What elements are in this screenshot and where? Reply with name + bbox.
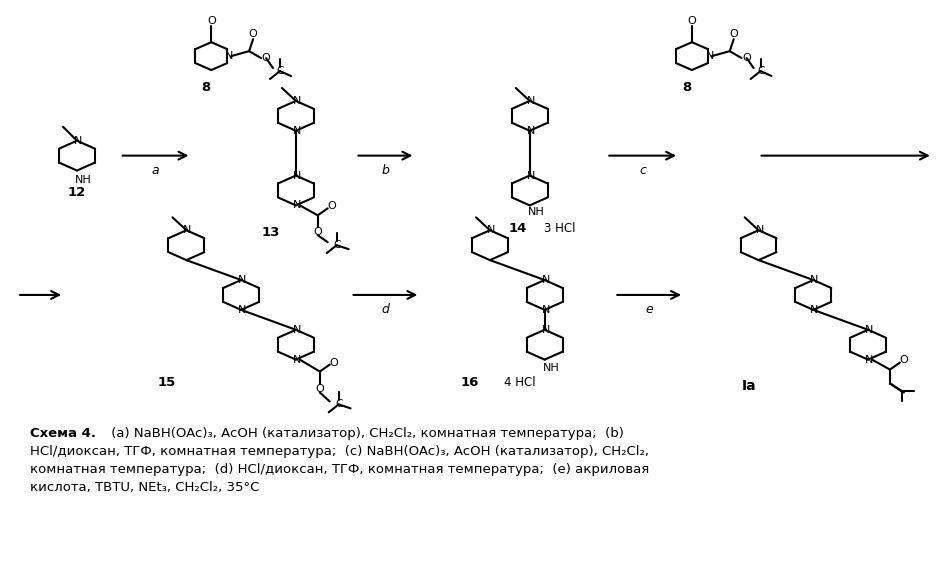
- Text: N: N: [527, 171, 535, 181]
- Text: N: N: [238, 305, 246, 315]
- Text: b: b: [381, 164, 389, 177]
- Text: NH: NH: [75, 175, 92, 185]
- Text: O: O: [900, 355, 908, 364]
- Text: c: c: [640, 164, 647, 177]
- Text: N: N: [810, 305, 818, 315]
- Text: N: N: [527, 126, 535, 136]
- Text: O: O: [248, 29, 258, 39]
- Text: C: C: [335, 399, 343, 410]
- Text: 8: 8: [202, 81, 211, 94]
- Text: N: N: [74, 136, 82, 146]
- Text: N: N: [293, 325, 301, 335]
- Text: 15: 15: [158, 376, 176, 389]
- Text: C: C: [333, 240, 341, 250]
- Text: N: N: [293, 171, 301, 181]
- Text: комнатная температура;  (d) HCl/диоксан, ТГФ, комнатная температура;  (e) акрило: комнатная температура; (d) HCl/диоксан, …: [30, 463, 649, 476]
- Text: N: N: [865, 325, 873, 335]
- Text: N: N: [293, 355, 301, 364]
- Text: кислота, TBTU, NEt₃, CH₂Cl₂, 35°C: кислота, TBTU, NEt₃, CH₂Cl₂, 35°C: [30, 481, 260, 494]
- Text: e: e: [646, 303, 653, 316]
- Text: N: N: [527, 96, 535, 106]
- Text: O: O: [328, 201, 336, 211]
- Text: N: N: [293, 126, 301, 136]
- Text: N: N: [542, 325, 549, 335]
- Text: 8: 8: [683, 81, 692, 94]
- Text: N: N: [542, 305, 549, 315]
- Text: N: N: [865, 355, 873, 364]
- Text: O: O: [207, 16, 215, 27]
- Text: O: O: [730, 29, 738, 39]
- Text: O: O: [313, 227, 322, 237]
- Text: (a) NaBH(OAc)₃, AcOH (катализатор), CH₂Cl₂, комнатная температура;  (b): (a) NaBH(OAc)₃, AcOH (катализатор), CH₂C…: [107, 427, 624, 440]
- Text: N: N: [225, 51, 233, 61]
- Text: C: C: [757, 66, 765, 76]
- Text: 3 HCl: 3 HCl: [544, 222, 575, 235]
- Text: O: O: [329, 358, 338, 368]
- Text: N: N: [542, 275, 549, 285]
- Text: a: a: [152, 164, 160, 177]
- Text: Ia: Ia: [741, 380, 756, 393]
- Text: Схема 4.: Схема 4.: [30, 427, 96, 440]
- Text: 13: 13: [261, 226, 280, 239]
- Text: O: O: [742, 53, 751, 63]
- Text: O: O: [261, 53, 270, 63]
- Text: N: N: [293, 96, 301, 106]
- Text: NH: NH: [529, 207, 545, 218]
- Text: N: N: [755, 225, 764, 235]
- Text: d: d: [381, 303, 389, 316]
- Text: O: O: [687, 16, 697, 27]
- Text: O: O: [315, 384, 324, 394]
- Text: N: N: [293, 201, 301, 210]
- Text: 14: 14: [509, 222, 527, 235]
- Text: HCl/диоксан, ТГФ, комнатная температура;  (c) NaBH(OAc)₃, AcOH (катализатор), CH: HCl/диоксан, ТГФ, комнатная температура;…: [30, 445, 649, 458]
- Text: N: N: [810, 275, 818, 285]
- Text: 16: 16: [461, 376, 480, 389]
- Text: C: C: [277, 66, 283, 76]
- Text: N: N: [487, 225, 495, 235]
- Text: 4 HCl: 4 HCl: [504, 376, 535, 389]
- Text: N: N: [705, 51, 714, 61]
- Text: NH: NH: [543, 363, 560, 372]
- Text: 12: 12: [68, 186, 86, 199]
- Text: N: N: [238, 275, 246, 285]
- Text: N: N: [183, 225, 192, 235]
